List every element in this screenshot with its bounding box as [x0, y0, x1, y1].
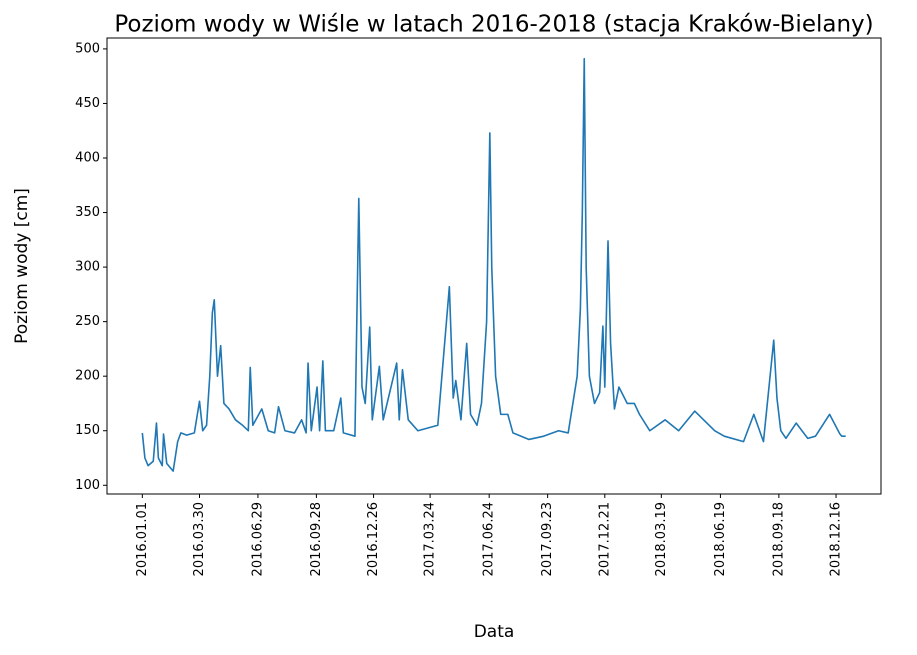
x-tick-label: 2018.09.18 [771, 502, 786, 576]
chart-title: Poziom wody w Wiśle w latach 2016-2018 (… [114, 12, 873, 38]
x-tick-label: 2017.06.24 [482, 502, 497, 576]
data-line [141, 57, 846, 472]
x-tick-label: 2016.12.26 [366, 502, 381, 576]
x-tick-label: 2018.06.19 [713, 502, 728, 576]
x-tick-label: 2017.03.24 [423, 502, 438, 576]
plot-frame [106, 37, 882, 495]
y-tick-label: 400 [75, 151, 100, 166]
x-tick-label: 2018.12.16 [829, 502, 844, 576]
y-tick-label: 250 [75, 314, 100, 329]
y-tick-label: 100 [75, 478, 100, 493]
y-tick-label: 200 [75, 369, 100, 384]
x-tick-label: 2017.12.21 [597, 502, 612, 576]
x-tick-label: 2016.09.28 [309, 502, 324, 576]
y-axis-label: Poziom wody [cm] [12, 188, 32, 344]
x-tick-label: 2016.01.01 [135, 502, 150, 576]
y-tick-label: 450 [75, 96, 100, 111]
y-tick-label: 300 [75, 260, 100, 275]
y-tick-label: 150 [75, 423, 100, 438]
y-tick-label: 350 [75, 205, 100, 220]
x-axis-label: Data [474, 622, 515, 642]
x-tick-label: 2016.03.30 [192, 502, 207, 576]
x-tick-label: 2018.03.19 [654, 502, 669, 576]
x-tick-label: 2016.06.29 [250, 502, 265, 576]
y-tick-label: 500 [75, 41, 100, 56]
x-tick-label: 2017.09.23 [540, 502, 555, 576]
